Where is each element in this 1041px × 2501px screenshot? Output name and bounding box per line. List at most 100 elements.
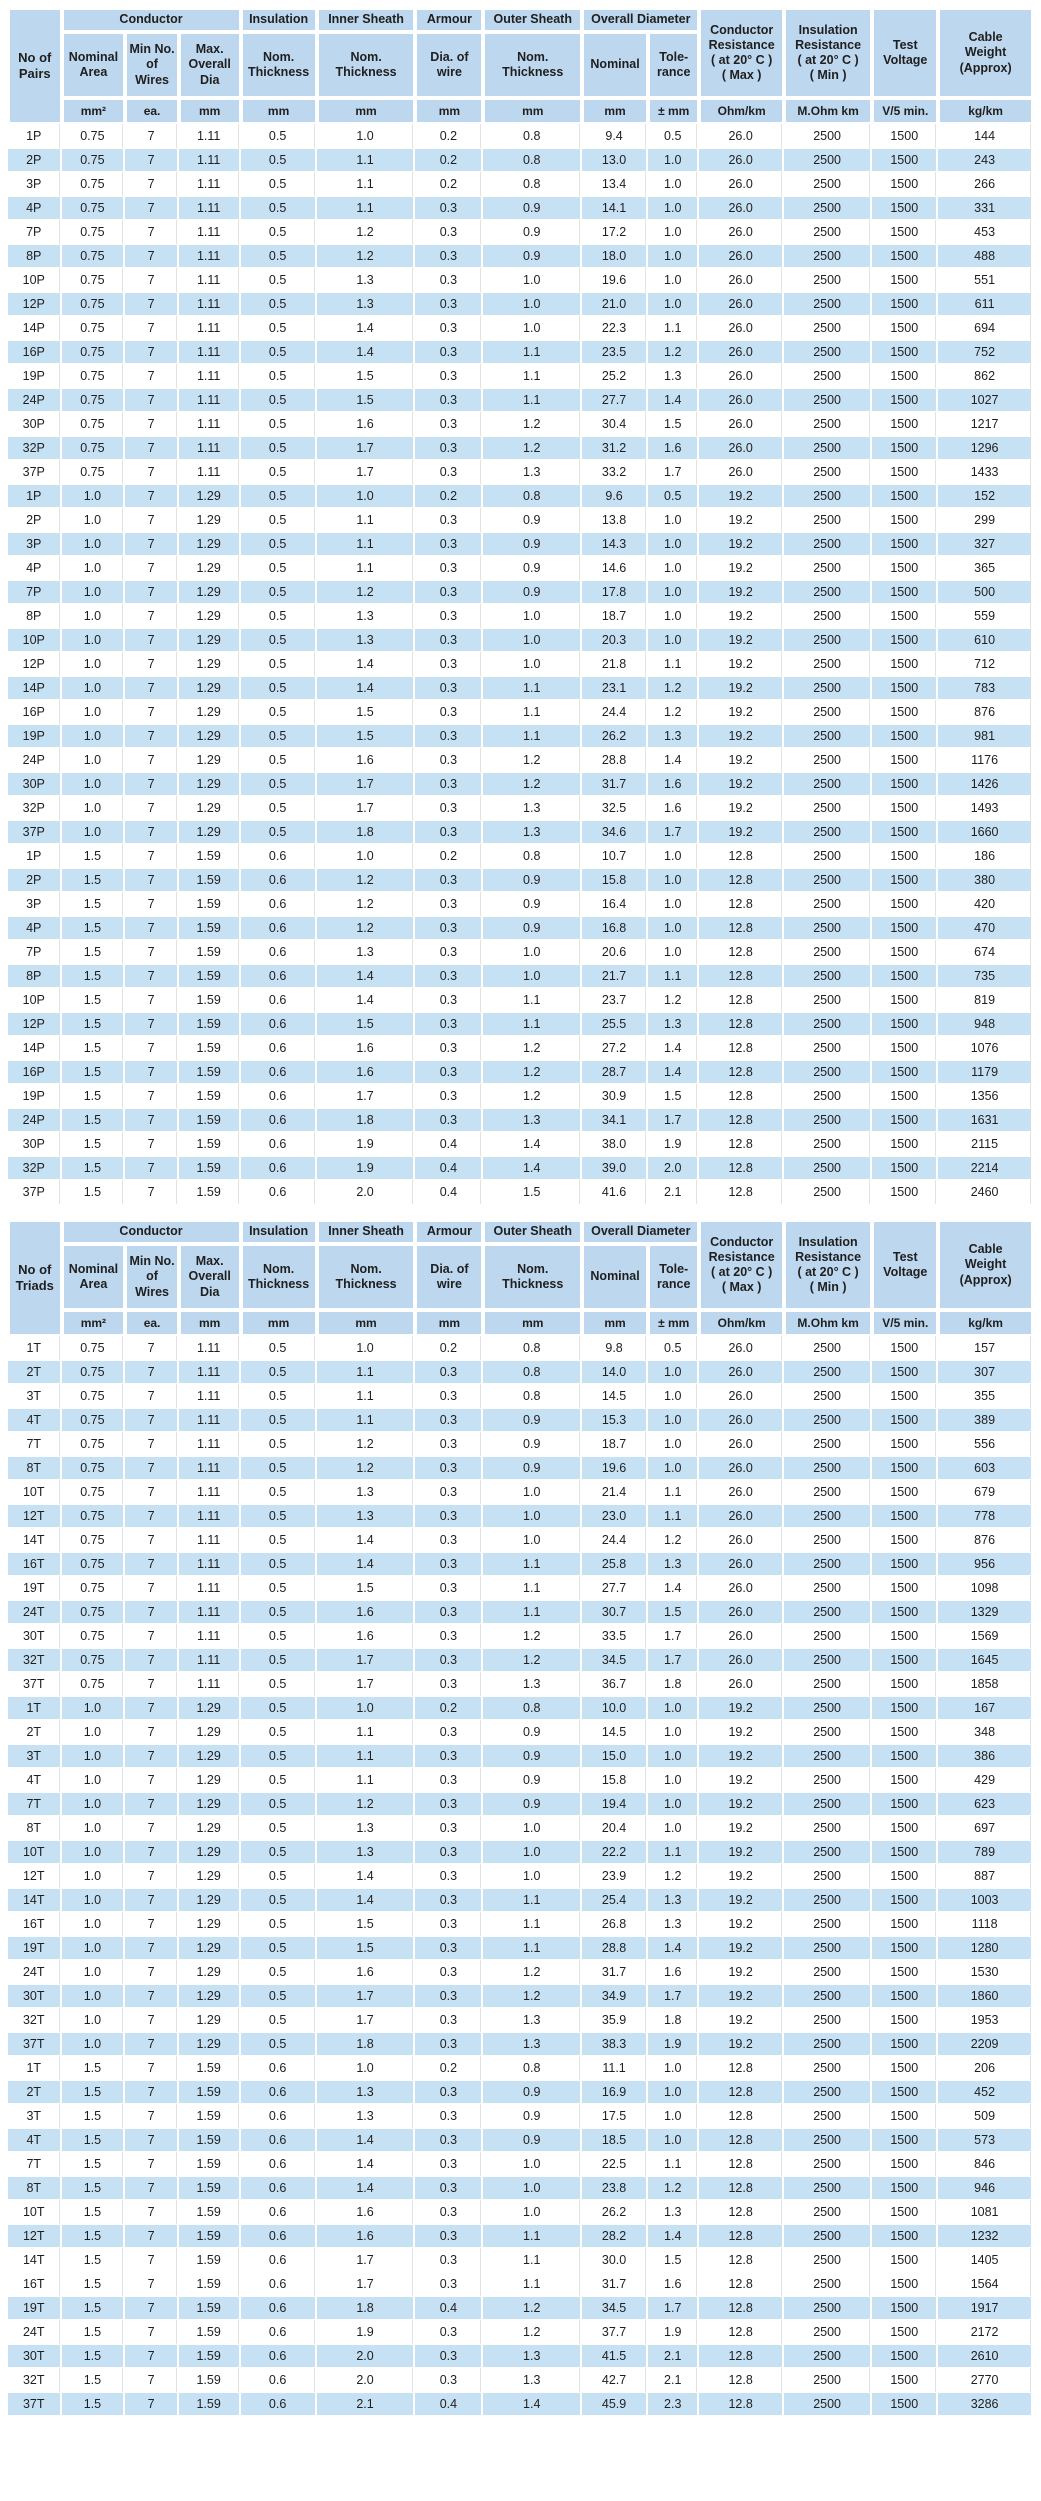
data-cell: 12.8 bbox=[699, 1084, 784, 1108]
table-row: 1P 1.0 7 1.29 0.5 1.0 0.2 0.8 9.6 0.5 19.2 2500 1500… bbox=[8, 484, 1033, 508]
data-cell: 0.3 bbox=[415, 1552, 484, 1576]
data-cell: 1.3 bbox=[317, 2104, 416, 2128]
data-cell: 1500 bbox=[872, 2152, 939, 2176]
data-cell: 7 bbox=[125, 652, 179, 676]
data-cell: 1500 bbox=[872, 2008, 939, 2032]
column-subheader: Nominal Area bbox=[61, 1244, 126, 1310]
data-cell: 752 bbox=[938, 340, 1033, 364]
data-cell: 1.0 bbox=[648, 2080, 700, 2104]
data-cell: 1.59 bbox=[178, 964, 241, 988]
data-cell: 1.3 bbox=[648, 1012, 700, 1036]
data-cell: 7 bbox=[125, 916, 179, 940]
data-cell: 20.6 bbox=[582, 940, 648, 964]
data-cell: 0.3 bbox=[415, 1600, 484, 1624]
data-cell: 1.0 bbox=[62, 796, 126, 820]
data-cell: 0.75 bbox=[61, 340, 126, 364]
data-cell: 1.0 bbox=[648, 916, 700, 940]
data-cell: 32T bbox=[8, 1648, 62, 1672]
data-cell: 1.59 bbox=[179, 940, 241, 964]
table-row: 3P 1.5 7 1.59 0.6 1.2 0.3 0.9 16.4 1.0 12.8 2500 150… bbox=[8, 892, 1033, 916]
data-cell: 0.3 bbox=[415, 1360, 484, 1384]
data-cell: 1.9 bbox=[648, 2320, 700, 2344]
data-cell: 1500 bbox=[872, 436, 939, 460]
data-cell: 0.3 bbox=[415, 340, 484, 364]
data-cell: 1.6 bbox=[316, 2224, 416, 2248]
data-cell: 1500 bbox=[872, 844, 939, 868]
table-row: 30T 1.5 7 1.59 0.6 2.0 0.3 1.3 41.5 2.1 12.8 2500 15… bbox=[8, 2344, 1033, 2368]
data-cell: 1.3 bbox=[316, 2080, 416, 2104]
data-cell: 0.5 bbox=[241, 1336, 317, 1360]
data-cell: 0.3 bbox=[415, 508, 484, 532]
data-cell: 19.2 bbox=[699, 1864, 784, 1888]
data-cell: 0.6 bbox=[241, 892, 317, 916]
column-subheader: Tole- rance bbox=[648, 1244, 700, 1310]
triads-table-block: No of Triads Conductor Insulation Inner She… bbox=[8, 1220, 1033, 2416]
data-cell: 1.3 bbox=[316, 1504, 416, 1528]
data-cell: 1.3 bbox=[317, 604, 416, 628]
data-cell: 7 bbox=[125, 148, 179, 172]
table-row: 3T 1.0 7 1.29 0.5 1.1 0.3 0.9 15.0 1.0 19.2 2500 150… bbox=[8, 1744, 1033, 1768]
data-cell: 1500 bbox=[872, 1384, 939, 1408]
data-cell: 1.1 bbox=[483, 1576, 583, 1600]
data-cell: 26.0 bbox=[699, 1600, 784, 1624]
data-cell: 1.0 bbox=[61, 2032, 126, 2056]
table-row: 14T 1.5 7 1.59 0.6 1.7 0.3 1.1 30.0 1.5 12.8 2500 15… bbox=[8, 2248, 1033, 2272]
data-cell: 0.5 bbox=[240, 1840, 317, 1864]
data-cell: 1.0 bbox=[648, 292, 700, 316]
table-row: 32T 1.0 7 1.29 0.5 1.7 0.3 1.3 35.9 1.8 19.2 2500 15… bbox=[8, 2008, 1033, 2032]
data-cell: 1.59 bbox=[178, 868, 241, 892]
data-cell: 1500 bbox=[872, 892, 939, 916]
data-cell: 2500 bbox=[783, 772, 873, 796]
data-cell: 1.0 bbox=[62, 1816, 126, 1840]
data-cell: 144 bbox=[938, 124, 1033, 148]
data-cell: 2500 bbox=[784, 220, 873, 244]
data-cell: 1500 bbox=[872, 724, 939, 748]
data-cell: 0.3 bbox=[415, 1408, 484, 1432]
data-cell: 12.8 bbox=[699, 916, 784, 940]
triads-table: No of Triads Conductor Insulation Inner She… bbox=[8, 1220, 1033, 2416]
data-cell: 1.2 bbox=[648, 1864, 700, 1888]
data-cell: 0.9 bbox=[483, 196, 583, 220]
data-cell: 1.11 bbox=[179, 220, 241, 244]
data-cell: 1.2 bbox=[483, 1648, 583, 1672]
data-cell: 0.3 bbox=[415, 724, 484, 748]
data-cell: 1098 bbox=[938, 1576, 1033, 1600]
data-cell: 0.9 bbox=[483, 220, 583, 244]
data-cell: 8T bbox=[8, 1816, 62, 1840]
data-cell: 0.3 bbox=[415, 964, 484, 988]
data-cell: 1.7 bbox=[648, 1108, 700, 1132]
data-cell: 2500 bbox=[784, 2152, 873, 2176]
data-cell: 7 bbox=[125, 1792, 179, 1816]
data-cell: 32T bbox=[8, 2008, 62, 2032]
data-cell: 0.5 bbox=[241, 1432, 317, 1456]
data-cell: 1.29 bbox=[179, 1816, 241, 1840]
data-cell: 2500 bbox=[784, 796, 873, 820]
data-cell: 0.3 bbox=[415, 2008, 484, 2032]
data-cell: 7 bbox=[125, 628, 179, 652]
data-cell: 0.6 bbox=[241, 2152, 317, 2176]
data-cell: 0.6 bbox=[240, 2296, 317, 2320]
data-cell: 26.0 bbox=[699, 364, 784, 388]
data-cell: 1118 bbox=[938, 1912, 1033, 1936]
data-cell: 1.4 bbox=[648, 1036, 700, 1060]
data-cell: 2500 bbox=[784, 700, 873, 724]
data-cell: 24T bbox=[8, 1960, 62, 1984]
data-cell: 17.5 bbox=[582, 2104, 648, 2128]
data-cell: 7 bbox=[125, 2128, 179, 2152]
data-cell: 1.5 bbox=[62, 2320, 126, 2344]
data-cell: 2500 bbox=[783, 484, 873, 508]
data-cell: 2.1 bbox=[316, 2392, 416, 2416]
data-cell: 1.11 bbox=[179, 1624, 241, 1648]
data-cell: 1.29 bbox=[178, 1984, 241, 2008]
data-cell: 37T bbox=[8, 2032, 62, 2056]
data-cell: 1.5 bbox=[648, 412, 700, 436]
table-row: 37P 0.75 7 1.11 0.5 1.7 0.3 1.3 33.2 1.7 26.0 2500 1… bbox=[8, 460, 1033, 484]
data-cell: 15.8 bbox=[582, 1768, 648, 1792]
data-cell: 2500 bbox=[783, 340, 873, 364]
table-row: 14T 0.75 7 1.11 0.5 1.4 0.3 1.0 24.4 1.2 26.0 2500 1… bbox=[8, 1528, 1033, 1552]
data-cell: 0.5 bbox=[241, 364, 317, 388]
data-cell: 0.6 bbox=[241, 2200, 317, 2224]
data-cell: 2500 bbox=[784, 1624, 873, 1648]
data-cell: 1.5 bbox=[648, 1600, 700, 1624]
data-cell: 2T bbox=[8, 1720, 62, 1744]
